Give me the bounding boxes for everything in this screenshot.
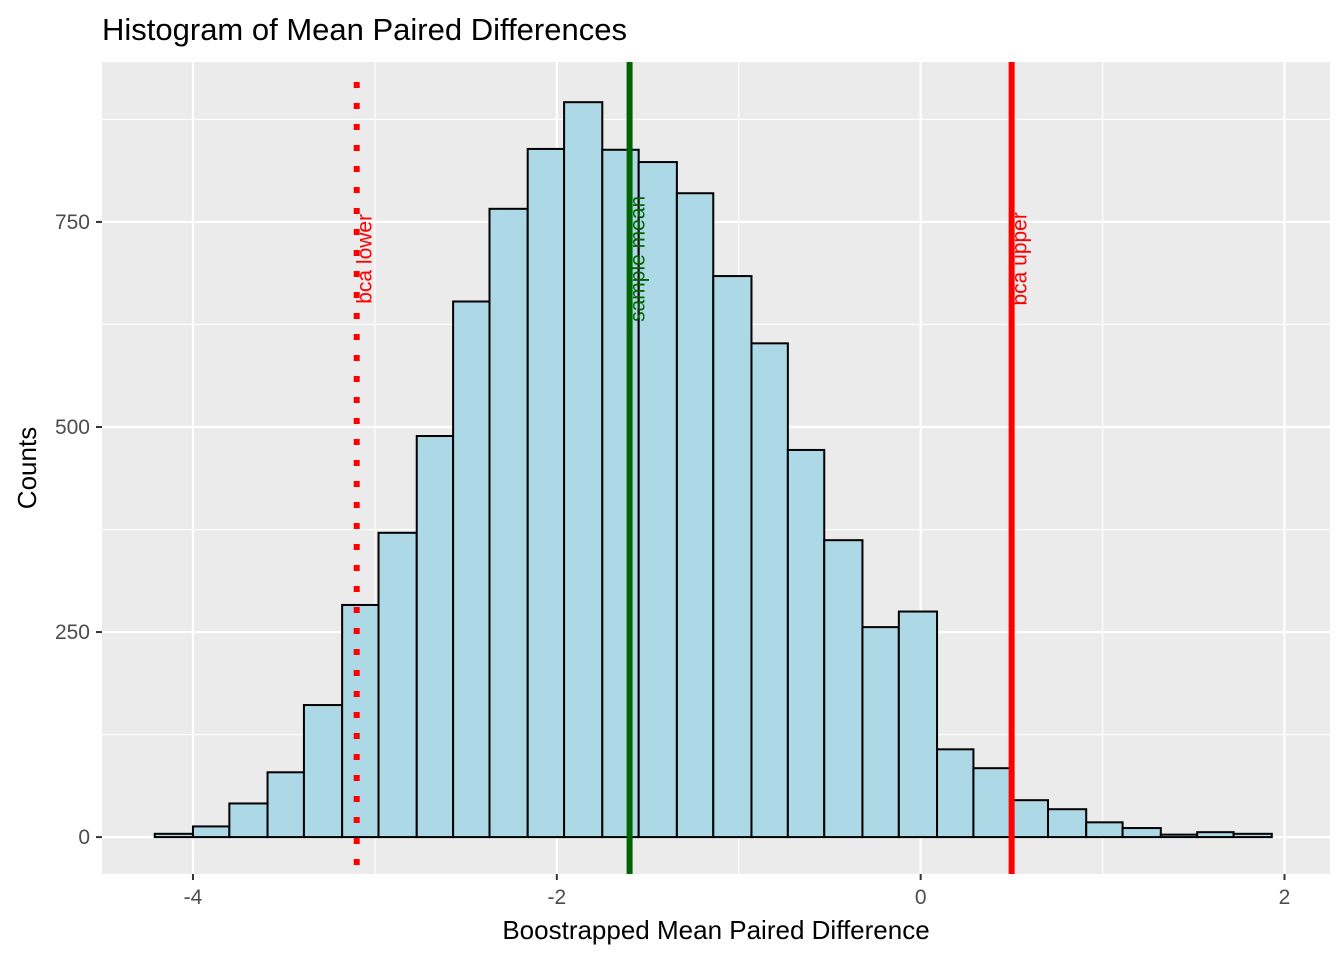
histogram-bar <box>1159 833 1199 839</box>
x-tick-label: -2 <box>547 886 566 909</box>
histogram-bar <box>1196 831 1235 839</box>
histogram-bar <box>675 192 715 839</box>
histogram-bar <box>1232 832 1273 839</box>
histogram-bar <box>302 704 344 839</box>
histogram-bar <box>1047 808 1088 839</box>
histogram-bar <box>266 771 305 839</box>
y-tick-label: 750 <box>55 211 90 234</box>
histogram-bar <box>1010 799 1050 839</box>
y-axis-title: Counts <box>12 427 42 509</box>
histogram-bar <box>415 435 455 839</box>
histogram-bar <box>861 626 900 839</box>
reference-line-label: sample mean <box>627 196 650 322</box>
chart-title: Histogram of Mean Paired Differences <box>102 12 627 47</box>
reference-line-label: bca upper <box>1009 212 1032 305</box>
histogram-bar <box>897 610 939 839</box>
histogram-bar <box>1085 821 1124 839</box>
histogram-bar <box>191 825 231 839</box>
y-tick-label: 0 <box>78 826 90 849</box>
reference-lines: bca lower sample mean bca upper <box>353 62 1032 874</box>
x-tick-label: 2 <box>1279 886 1291 909</box>
histogram-bar <box>786 448 826 839</box>
histogram-bar <box>377 531 418 839</box>
reference-line-label: bca lower <box>354 214 377 304</box>
x-tick-label: 0 <box>915 886 927 909</box>
histogram-bar <box>972 767 1013 839</box>
histogram-bar <box>526 147 566 839</box>
histogram-bar <box>341 603 380 839</box>
histogram-bar <box>823 539 864 839</box>
histogram-bars <box>153 101 1273 839</box>
histogram-bar <box>1121 827 1162 839</box>
histogram-bar <box>452 300 491 839</box>
x-axis: -4 -2 0 2 <box>184 874 1291 909</box>
histogram-bar <box>712 275 753 839</box>
histogram-bar <box>750 342 789 839</box>
y-axis: 0 250 500 750 <box>55 211 102 849</box>
histogram-bar <box>488 207 529 839</box>
y-tick-label: 250 <box>55 621 90 644</box>
x-tick-label: -4 <box>184 886 203 909</box>
x-axis-title: Boostrapped Mean Paired Difference <box>502 915 929 945</box>
histogram-bar <box>228 802 269 839</box>
histogram-bar <box>936 748 975 839</box>
histogram-bar <box>153 832 194 839</box>
histogram-bar <box>563 101 604 839</box>
y-tick-label: 500 <box>55 416 90 439</box>
